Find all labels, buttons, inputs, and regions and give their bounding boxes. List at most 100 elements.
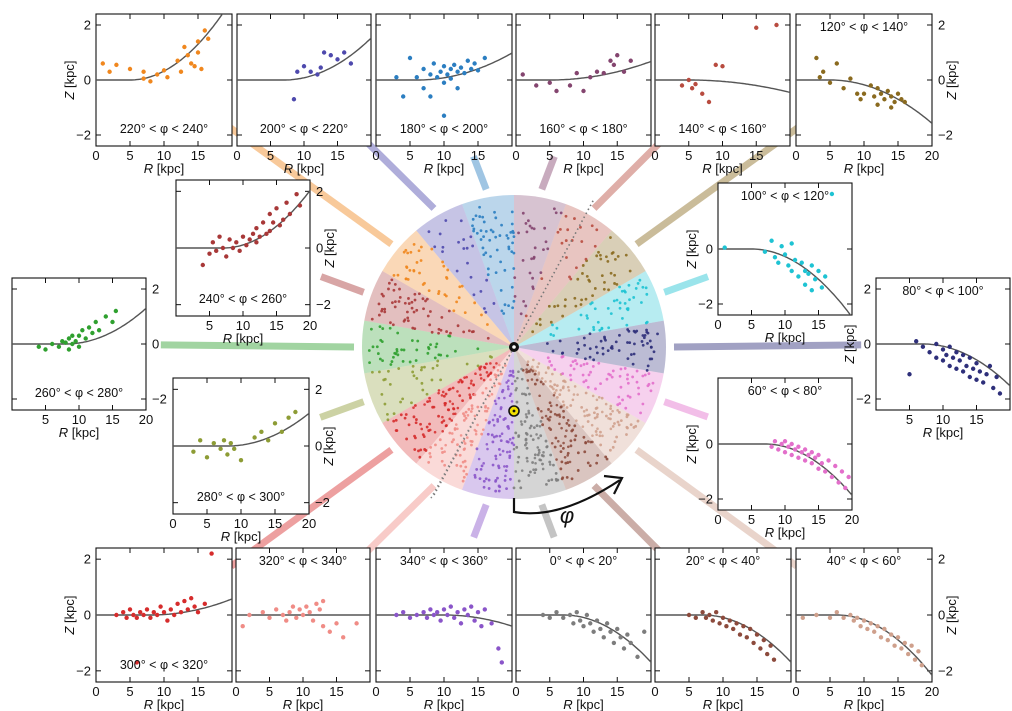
data-point (230, 245, 236, 251)
disk-star (628, 269, 632, 273)
data-point (175, 601, 180, 607)
data-point (127, 607, 133, 612)
disk-star (604, 455, 608, 459)
disk-star (553, 368, 557, 371)
data-point (761, 637, 766, 643)
disk-star (561, 351, 565, 355)
disk-star (524, 438, 528, 442)
data-point (713, 62, 718, 68)
data-point (141, 69, 146, 74)
disk-star (559, 211, 563, 215)
disk-wedge-280-300 (364, 347, 514, 423)
disk-star (411, 326, 415, 330)
disk-star (567, 445, 570, 449)
data-point (895, 635, 901, 640)
disk-star (429, 310, 432, 313)
panel-plot-area (655, 610, 791, 663)
disk-star (475, 468, 479, 471)
data-point (802, 447, 808, 452)
disk-star (591, 365, 595, 368)
disk-star (603, 281, 606, 284)
disk-star (551, 323, 554, 327)
disk-star (624, 406, 628, 410)
disk-star (378, 325, 382, 329)
data-point (86, 325, 92, 330)
disk-star (625, 425, 629, 429)
disk-star (623, 289, 626, 293)
data-point (754, 632, 760, 637)
data-point (254, 240, 259, 245)
data-point (547, 80, 552, 85)
y-tick-label: 2 (938, 18, 945, 33)
disk-star (402, 250, 406, 254)
disk-star (462, 439, 466, 443)
disk-star (613, 257, 617, 261)
disk-star (568, 460, 572, 464)
data-point (348, 61, 354, 66)
data-point (686, 77, 691, 83)
disk-star (472, 227, 476, 231)
disk-star (647, 372, 651, 376)
disk-star (403, 318, 407, 322)
data-point (310, 618, 316, 623)
disk-star (471, 217, 475, 221)
disk-star (411, 364, 415, 368)
disk-star (606, 259, 610, 263)
disk-wedge-260-280 (361, 320, 514, 374)
y-axis-label: Z [kpc] (62, 595, 77, 635)
disk-star (535, 322, 538, 326)
disk-star (621, 398, 624, 402)
disk-star (569, 277, 573, 281)
data-point (70, 341, 75, 347)
data-point (902, 99, 907, 105)
data-point (741, 623, 746, 629)
disk-star (588, 355, 592, 359)
x-axis-label-unit: [kpc] (774, 525, 805, 540)
disk-star (556, 304, 560, 308)
disk-star (473, 393, 477, 397)
data-point (274, 206, 279, 211)
disk-star (538, 394, 541, 398)
disk-star (613, 273, 617, 277)
disk-star (565, 475, 569, 479)
disk-star (486, 406, 490, 410)
disk-star (407, 302, 411, 305)
disk-star (656, 332, 659, 336)
disk-star (535, 433, 538, 436)
disk-star (392, 355, 395, 359)
data-point (737, 632, 743, 637)
disk-star (376, 352, 380, 355)
data-point (124, 615, 129, 620)
data-point (816, 452, 821, 458)
disk-star (431, 366, 435, 370)
panel-160-180: 0 5 10 15R [kpc]160° < φ < 180° (512, 13, 652, 176)
disk-star (422, 435, 426, 438)
data-point (809, 263, 814, 268)
x-axis-label: R [kpc] (563, 161, 603, 176)
disk-star (549, 404, 553, 408)
data-point (274, 607, 279, 612)
disk-star (509, 392, 513, 396)
disk-star (567, 423, 571, 427)
disk-star (589, 370, 592, 374)
disk-star (595, 461, 599, 465)
x-axis-label: R [kpc] (703, 697, 743, 711)
disk-star (531, 365, 534, 369)
data-point (789, 241, 794, 246)
disk-star (467, 386, 471, 390)
disk-star (486, 323, 489, 326)
disk-star (646, 331, 650, 335)
disk-star (472, 383, 475, 387)
disk-star (487, 421, 491, 425)
x-tick-label: 0 (792, 148, 799, 163)
data-point (984, 372, 989, 377)
disk-star (556, 439, 560, 443)
x-tick-label: 20 (302, 516, 316, 531)
disk-star (433, 430, 437, 434)
disk-star (390, 360, 394, 363)
data-point (823, 274, 828, 279)
data-point (155, 612, 160, 618)
data-point (103, 314, 109, 319)
disk-star (620, 289, 624, 293)
